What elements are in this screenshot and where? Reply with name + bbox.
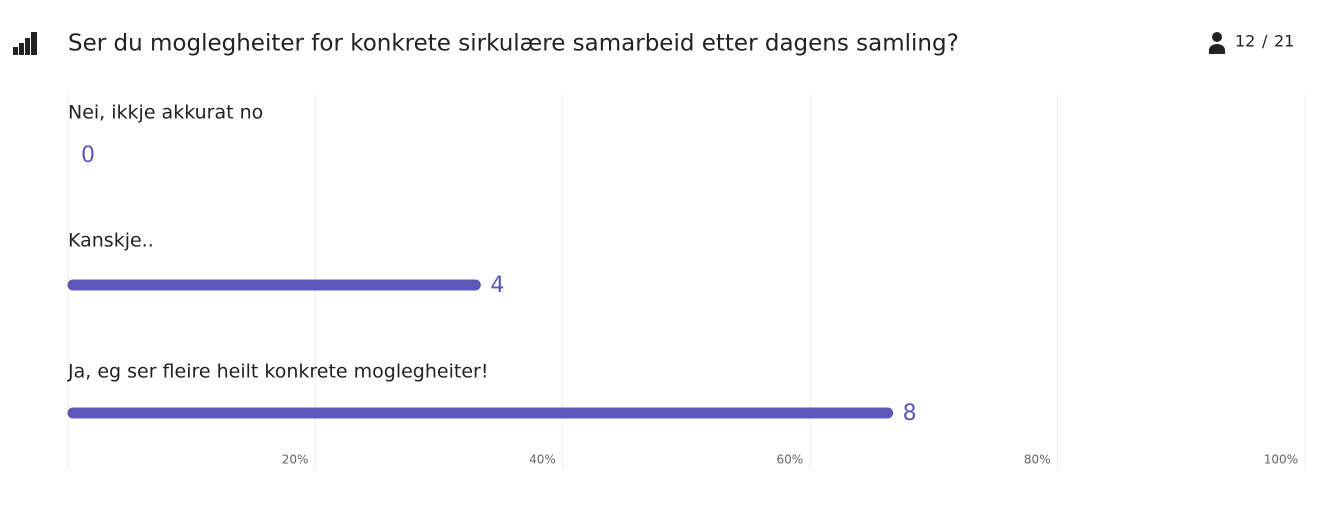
response-count: 12	[1235, 32, 1255, 51]
category-label: Ja, eg ser fleire heilt konkrete moglegh…	[67, 361, 488, 383]
category-label: Kanskje..	[68, 230, 154, 252]
person-icon	[1209, 32, 1225, 54]
count-separator: /	[1262, 32, 1268, 51]
value-label: 0	[81, 143, 95, 168]
x-tick-label: 20%	[282, 453, 309, 467]
x-tick-label: 100%	[1264, 453, 1298, 467]
x-tick-label: 40%	[529, 453, 556, 467]
chart-title: Ser du moglegheiter for konkrete sirkulæ…	[68, 31, 959, 57]
chart-type-icon	[13, 32, 37, 55]
value-label: 8	[903, 401, 917, 426]
x-tick-label: 60%	[777, 453, 804, 467]
participant-count: 21	[1274, 32, 1294, 51]
category-label: Nei, ikkje akkurat no	[68, 102, 263, 124]
x-tick-label: 80%	[1024, 453, 1051, 467]
value-label: 4	[490, 273, 504, 298]
